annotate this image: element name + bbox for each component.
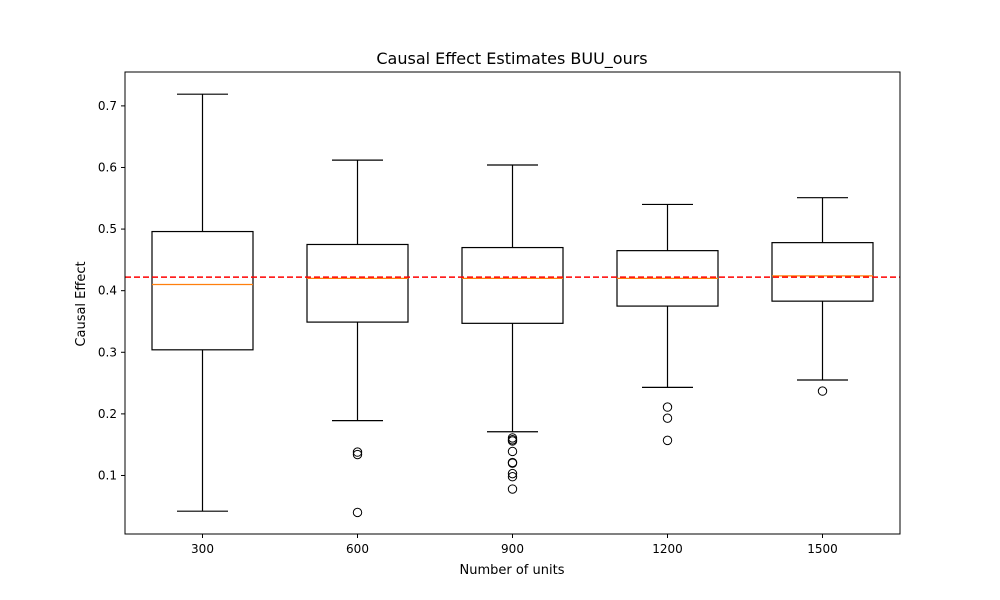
plot-area: 0.1 0.2 0.3 0.4 0.5 0.6 0.7 300 600 900 1200 1500 bbox=[98, 71, 901, 556]
y-axis-label: Causal Effect bbox=[74, 261, 89, 346]
outlier-point bbox=[352, 447, 363, 457]
outlier-point bbox=[662, 402, 673, 412]
outlier-point bbox=[507, 484, 518, 494]
x-axis-label: Number of units bbox=[460, 563, 565, 578]
outlier-point bbox=[662, 435, 673, 446]
outlier-point bbox=[507, 436, 518, 446]
box-iqr bbox=[306, 243, 409, 323]
y-tick-label: 0.4 bbox=[98, 284, 117, 298]
outlier-point bbox=[507, 468, 518, 479]
x-tick-label: 600 bbox=[346, 542, 369, 556]
x-tick-label: 300 bbox=[191, 542, 214, 556]
chart-title: Causal Effect Estimates BUU_ours bbox=[376, 49, 647, 69]
y-tick-label: 0.2 bbox=[98, 407, 117, 421]
box-iqr bbox=[771, 242, 874, 302]
outlier-point bbox=[352, 449, 363, 460]
outlier-point bbox=[817, 386, 828, 396]
y-tick-label: 0.6 bbox=[98, 160, 117, 174]
x-tick-label: 1500 bbox=[807, 542, 838, 556]
box-iqr bbox=[151, 230, 254, 351]
y-tick-label: 0.3 bbox=[98, 345, 117, 359]
x-tick-label: 900 bbox=[501, 542, 524, 556]
y-tick-label: 0.5 bbox=[98, 222, 117, 236]
plot-frame bbox=[124, 71, 901, 535]
y-tick-label: 0.7 bbox=[98, 99, 117, 113]
outlier-point bbox=[662, 413, 673, 423]
outlier-point bbox=[352, 507, 363, 518]
outlier-point bbox=[507, 458, 518, 468]
x-tick-label: 1200 bbox=[652, 542, 683, 556]
y-tick-label: 0.1 bbox=[98, 468, 117, 482]
outlier-point bbox=[507, 446, 518, 457]
box-iqr bbox=[461, 246, 564, 324]
outlier-point bbox=[507, 472, 518, 482]
